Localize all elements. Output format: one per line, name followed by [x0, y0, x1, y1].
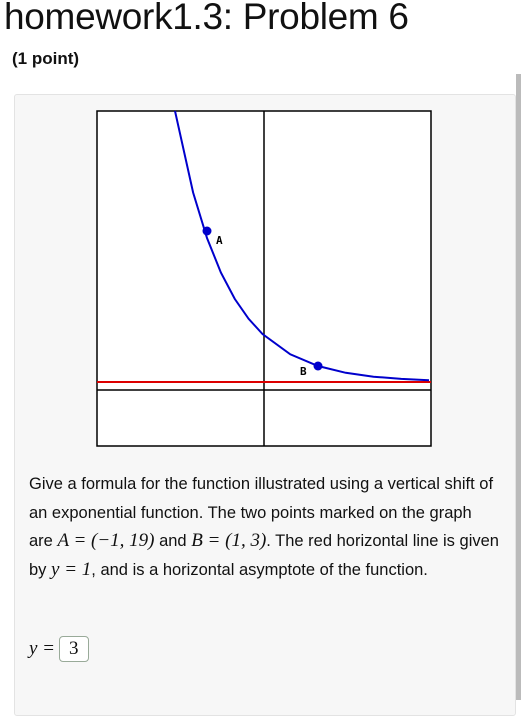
scrollbar — [516, 74, 521, 700]
point-label: B — [300, 365, 307, 378]
point — [313, 361, 323, 371]
math: B = (1, 3) — [191, 530, 267, 551]
point — [202, 226, 212, 236]
answer-label: y = — [29, 638, 56, 659]
graph: A B — [96, 110, 432, 447]
curve — [174, 110, 430, 382]
answer-row: y = 3 — [29, 636, 89, 662]
page: homework1.3: Problem 6 (1 point) A B Giv… — [4, 0, 521, 716]
point-label: A — [216, 234, 223, 247]
problem-text: Give a formula for the function illustra… — [29, 470, 499, 584]
answer-input[interactable]: 3 — [59, 636, 89, 662]
points: (1 point) — [12, 49, 80, 68]
title: homework1.3: Problem 6 — [4, 0, 409, 37]
text: . The red horizontal line is given by — [29, 532, 499, 579]
math: y = 1 — [51, 558, 92, 580]
text: and — [154, 532, 192, 550]
math: A = (−1, 19) — [57, 530, 155, 551]
text: Give a formula for the function illustra… — [29, 475, 494, 550]
text: , and is a horizontal asymptote of the f… — [91, 560, 428, 579]
